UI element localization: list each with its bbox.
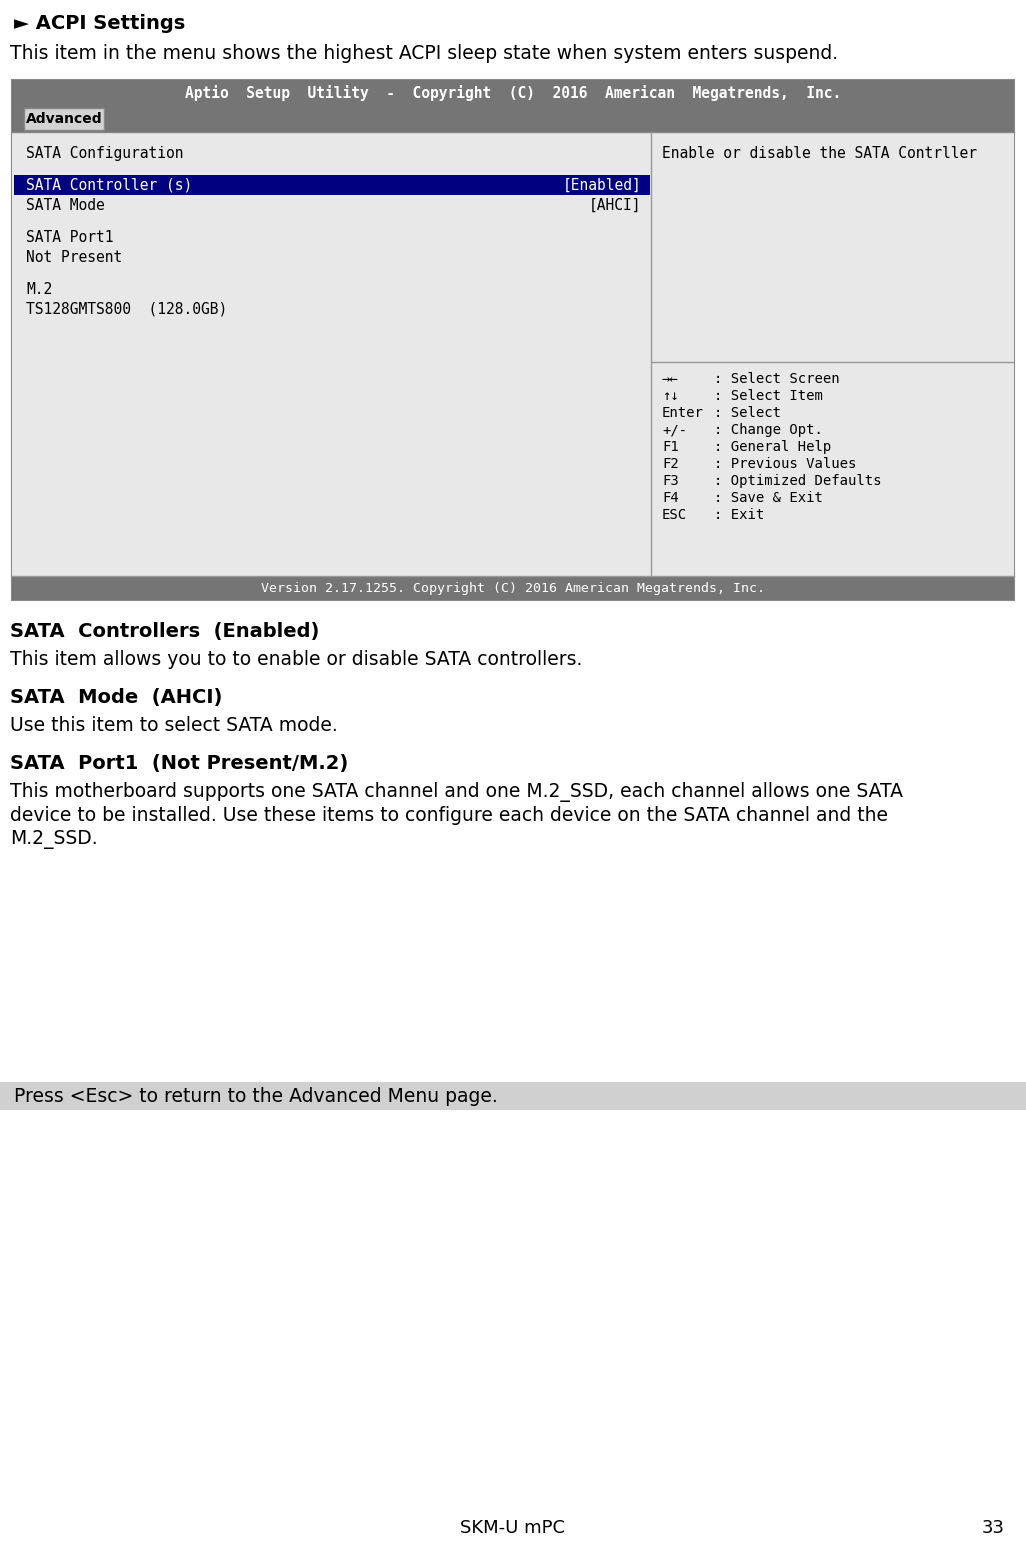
Text: Aptio  Setup  Utility  -  Copyright  (C)  2016  American  Megatrends,  Inc.: Aptio Setup Utility - Copyright (C) 2016… xyxy=(185,86,841,101)
Text: Use this item to select SATA mode.: Use this item to select SATA mode. xyxy=(10,716,338,734)
Text: SATA  Port1  (Not Present/M.2): SATA Port1 (Not Present/M.2) xyxy=(10,755,348,773)
Text: ► ACPI Settings: ► ACPI Settings xyxy=(14,14,186,33)
Text: : Select Item: : Select Item xyxy=(714,389,823,403)
Text: M.2: M.2 xyxy=(26,282,52,297)
Text: device to be installed. Use these items to configure each device on the SATA cha: device to be installed. Use these items … xyxy=(10,806,887,825)
Text: Enable or disable the SATA Contrller: Enable or disable the SATA Contrller xyxy=(662,146,977,160)
Text: F3: F3 xyxy=(662,475,679,489)
Text: Not Present: Not Present xyxy=(26,249,122,265)
Text: SATA Port1: SATA Port1 xyxy=(26,229,114,244)
Text: SKM-U mPC: SKM-U mPC xyxy=(461,1519,565,1537)
Text: F2: F2 xyxy=(662,457,679,471)
Text: : General Help: : General Help xyxy=(714,440,831,454)
Text: : Optimized Defaults: : Optimized Defaults xyxy=(714,475,881,489)
Text: ESC: ESC xyxy=(662,507,687,521)
Text: This motherboard supports one SATA channel and one M.2_SSD, each channel allows : This motherboard supports one SATA chann… xyxy=(10,783,903,801)
Bar xyxy=(12,132,1014,576)
Text: →←: →← xyxy=(662,372,679,386)
Text: : Change Opt.: : Change Opt. xyxy=(714,423,823,437)
Bar xyxy=(12,79,1014,601)
Bar xyxy=(0,1081,1026,1109)
Text: : Exit: : Exit xyxy=(714,507,764,521)
Text: F4: F4 xyxy=(662,492,679,506)
Text: : Select Screen: : Select Screen xyxy=(714,372,839,386)
Text: This item in the menu shows the highest ACPI sleep state when system enters susp: This item in the menu shows the highest … xyxy=(10,44,838,62)
Text: ↑↓: ↑↓ xyxy=(662,389,679,403)
Text: Press <Esc> to return to the Advanced Menu page.: Press <Esc> to return to the Advanced Me… xyxy=(14,1086,498,1105)
Text: SATA Controller (s): SATA Controller (s) xyxy=(26,177,192,193)
Text: 33: 33 xyxy=(982,1519,1005,1537)
Bar xyxy=(12,106,1014,132)
Text: : Previous Values: : Previous Values xyxy=(714,457,857,471)
Text: [Enabled]: [Enabled] xyxy=(562,177,641,193)
Bar xyxy=(12,576,1014,601)
Text: This item allows you to to enable or disable SATA controllers.: This item allows you to to enable or dis… xyxy=(10,650,583,669)
Text: [AHCI]: [AHCI] xyxy=(589,198,641,213)
Text: SATA Configuration: SATA Configuration xyxy=(26,146,184,160)
Text: SATA  Controllers  (Enabled): SATA Controllers (Enabled) xyxy=(10,622,319,641)
Text: TS128GMTS800  (128.0GB): TS128GMTS800 (128.0GB) xyxy=(26,302,227,316)
Bar xyxy=(12,79,1014,106)
Text: Enter: Enter xyxy=(662,406,704,420)
Text: +/-: +/- xyxy=(662,423,687,437)
Text: Version 2.17.1255. Copyright (C) 2016 American Megatrends, Inc.: Version 2.17.1255. Copyright (C) 2016 Am… xyxy=(261,582,765,594)
Text: SATA Mode: SATA Mode xyxy=(26,198,105,213)
Text: : Save & Exit: : Save & Exit xyxy=(714,492,823,506)
Text: M.2_SSD.: M.2_SSD. xyxy=(10,829,97,850)
Bar xyxy=(24,107,104,131)
Bar xyxy=(14,174,650,194)
Text: : Select: : Select xyxy=(714,406,781,420)
Text: SATA  Mode  (AHCI): SATA Mode (AHCI) xyxy=(10,688,223,706)
Text: F1: F1 xyxy=(662,440,679,454)
Text: Advanced: Advanced xyxy=(26,112,103,126)
